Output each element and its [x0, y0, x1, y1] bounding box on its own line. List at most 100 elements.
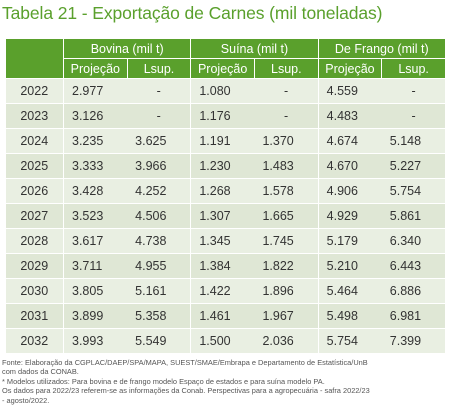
table-row: 2024 3.235 3.625 1.191 1.370 4.674 5.148	[5, 128, 446, 154]
note-line: Os dados para 2022/23 referem-se as info…	[2, 386, 370, 396]
projection-cell: 2.977	[63, 78, 128, 104]
subheader-projecao: Projeção	[190, 58, 255, 79]
upper-limit-cell: 6.981	[381, 303, 446, 329]
table-row: 2022 2.977-1.080-4.559-	[5, 78, 446, 104]
projection-cell: 3.428	[63, 178, 128, 204]
year-cell: 2032	[5, 328, 64, 354]
table-body: 2022 2.977-1.080-4.559-2023 3.126-1.176-4.…	[5, 78, 446, 354]
projection-cell: 1.384	[190, 253, 255, 279]
projection-cell: 5.754	[318, 328, 382, 354]
upper-limit-cell: 2.036	[254, 328, 319, 354]
upper-limit-cell: -	[254, 103, 319, 129]
subheader-projecao: Projeção	[63, 58, 128, 79]
upper-limit-cell: 4.252	[127, 178, 192, 204]
year-cell: 2027	[5, 203, 64, 229]
projection-cell: 3.899	[63, 303, 128, 329]
upper-limit-cell: 1.896	[254, 278, 319, 304]
subheader-projecao: Projeção	[317, 58, 383, 79]
upper-limit-cell: 5.549	[127, 328, 192, 354]
projection-cell: 5.464	[318, 278, 382, 304]
group-header-bovina: Bovina (mil t)	[62, 38, 192, 59]
upper-limit-cell: 1.665	[254, 203, 319, 229]
upper-limit-cell: 1.578	[254, 178, 319, 204]
projection-cell: 4.670	[318, 153, 382, 179]
upper-limit-cell: 4.506	[127, 203, 192, 229]
projection-cell: 5.498	[318, 303, 382, 329]
projection-cell: 4.906	[318, 178, 382, 204]
projection-cell: 1.191	[190, 128, 255, 154]
note-line: * Modelos utilizados: Para bovina e de f…	[2, 376, 325, 386]
group-header-row: Bovina (mil t) Suína (mil t) De Frango (…	[5, 38, 446, 79]
upper-limit-cell: 3.966	[127, 153, 192, 179]
upper-limit-cell: 6.443	[381, 253, 446, 279]
note-line: - agosto/2022.	[2, 395, 50, 405]
table-row: 2027 3.523 4.506 1.307 1.665 4.929 5.861	[5, 203, 446, 229]
upper-limit-cell: 5.358	[127, 303, 192, 329]
subheader-lsup: Lsup.	[126, 58, 192, 79]
table-row: 2026 3.428 4.252 1.268 1.578 4.906 5.754	[5, 178, 446, 204]
subheader-lsup: Lsup.	[381, 58, 446, 79]
projection-cell: 5.179	[318, 228, 382, 254]
projection-cell: 3.711	[63, 253, 128, 279]
source-notes: Fonte: Elaboração da CGPLAC/DAEP/SPA/MAP…	[2, 358, 448, 405]
upper-limit-cell: 5.861	[381, 203, 446, 229]
projection-cell: 1.307	[190, 203, 255, 229]
projection-cell: 5.210	[318, 253, 382, 279]
year-cell: 2025	[5, 153, 64, 179]
projection-cell: 1.422	[190, 278, 255, 304]
upper-limit-cell: 1.745	[254, 228, 319, 254]
projection-cell: 4.674	[318, 128, 382, 154]
projection-cell: 3.126	[63, 103, 128, 129]
upper-limit-cell: -	[381, 103, 446, 129]
year-cell: 2026	[5, 178, 64, 204]
projection-cell: 3.333	[63, 153, 128, 179]
projection-cell: 3.805	[63, 278, 128, 304]
upper-limit-cell: 3.625	[127, 128, 192, 154]
projection-cell: 1.176	[190, 103, 255, 129]
table-row: 2030 3.805 5.161 1.422 1.896 5.464 6.886	[5, 278, 446, 304]
table-row: 2023 3.126-1.176-4.483-	[5, 103, 446, 129]
projection-cell: 1.080	[190, 78, 255, 104]
projection-cell: 3.235	[63, 128, 128, 154]
table-row: 2028 3.617 4.738 1.345 1.745 5.179 6.340	[5, 228, 446, 254]
table-row: 2031 3.899 5.358 1.461 1.967 5.498 6.981	[5, 303, 446, 329]
year-cell: 2023	[5, 103, 64, 129]
subheader-lsup: Lsup.	[253, 58, 319, 79]
year-cell: 2030	[5, 278, 64, 304]
year-cell: 2031	[5, 303, 64, 329]
upper-limit-cell: -	[254, 78, 319, 104]
upper-limit-cell: 6.340	[381, 228, 446, 254]
upper-limit-cell: -	[381, 78, 446, 104]
meat-exports-table: Bovina (mil t) Suína (mil t) De Frango (…	[5, 38, 446, 354]
projection-cell: 3.523	[63, 203, 128, 229]
table-row: 2025 3.333 3.966 1.230 1.483 4.670 5.227	[5, 153, 446, 179]
upper-limit-cell: 6.886	[381, 278, 446, 304]
table-row: 2032 3.993 5.549 1.500 2.036 5.754 7.399	[5, 328, 446, 354]
upper-limit-cell: 1.370	[254, 128, 319, 154]
note-line: com dados da CONAB.	[2, 367, 79, 377]
upper-limit-cell: 5.148	[381, 128, 446, 154]
projection-cell: 4.559	[318, 78, 382, 104]
year-cell: 2024	[5, 128, 64, 154]
projection-cell: 1.268	[190, 178, 255, 204]
projection-cell: 4.929	[318, 203, 382, 229]
table-row: 2029 3.711 4.955 1.384 1.822 5.210 6.443	[5, 253, 446, 279]
upper-limit-cell: 5.161	[127, 278, 192, 304]
upper-limit-cell: 7.399	[381, 328, 446, 354]
upper-limit-cell: 1.967	[254, 303, 319, 329]
projection-cell: 4.483	[318, 103, 382, 129]
projection-cell: 3.617	[63, 228, 128, 254]
year-cell: 2022	[5, 78, 64, 104]
subheader-row: Projeção Lsup. Projeção Lsup. Projeção L…	[6, 58, 446, 79]
upper-limit-cell: 5.227	[381, 153, 446, 179]
projection-cell: 1.230	[190, 153, 255, 179]
projection-cell: 1.345	[190, 228, 255, 254]
group-header-suina: Suína (mil t)	[190, 38, 319, 59]
table-title: Tabela 21 - Exportação de Carnes (mil to…	[2, 3, 383, 23]
corner-header	[5, 38, 64, 79]
upper-limit-cell: 4.955	[127, 253, 192, 279]
upper-limit-cell: -	[127, 78, 192, 104]
note-line: Fonte: Elaboração da CGPLAC/DAEP/SPA/MAP…	[2, 358, 368, 367]
group-header-frango: De Frango (mil t)	[317, 38, 446, 59]
year-cell: 2029	[5, 253, 64, 279]
